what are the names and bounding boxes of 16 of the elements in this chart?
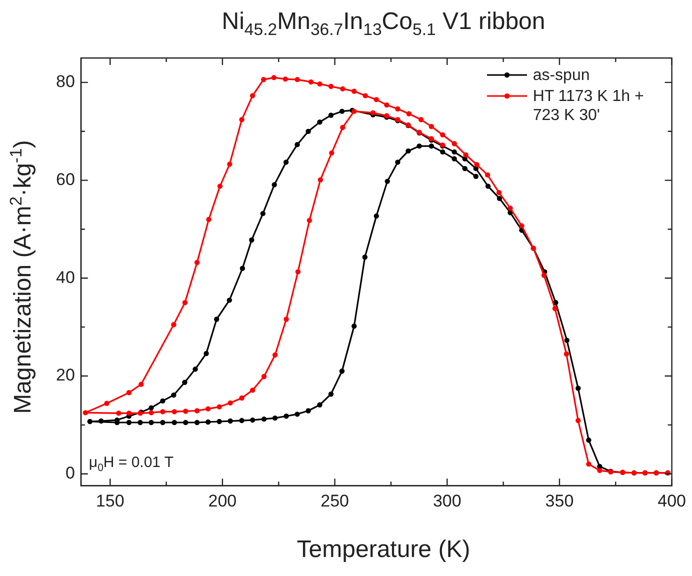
legend-label: as-spun xyxy=(532,66,591,85)
annotation: μ$_{0}$H = 0.01 T xyxy=(88,454,174,474)
y-tick-label: 80 xyxy=(56,72,75,92)
x-tick-label: 400 xyxy=(658,491,686,510)
x-tick-label: 200 xyxy=(208,491,237,510)
y-tick-label: 0 xyxy=(65,464,75,483)
x-tick-label: 350 xyxy=(545,491,574,510)
x-tick-label: 300 xyxy=(432,491,462,510)
y-tick-label: 40 xyxy=(56,268,75,287)
chart-title: Ni$_{45.2}$Mn$_{36.7}$In$_{13}$Co$_{5.1}$ V1 ribbon xyxy=(222,8,546,39)
x-axis-title: Temperature (K) xyxy=(296,536,472,564)
x-tick-label: 250 xyxy=(320,491,349,510)
y-tick-label: 20 xyxy=(56,366,75,385)
legend-label: HT 1173 K 1h + 723 K 30' xyxy=(532,87,645,125)
x-tick-label: 150 xyxy=(96,491,124,510)
y-tick-label: 60 xyxy=(56,170,75,189)
